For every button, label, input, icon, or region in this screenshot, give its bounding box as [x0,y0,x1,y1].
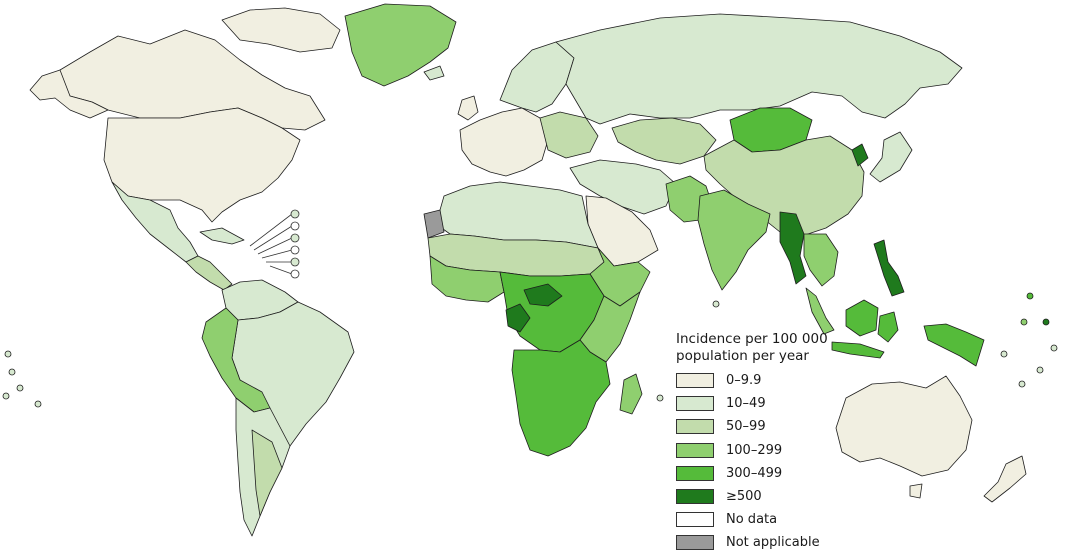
caribbean-callouts [249,209,300,279]
region-indian-ocean-island [656,394,664,402]
region-pacific-island-11 [1036,366,1044,374]
legend-swatch [676,465,714,481]
region-pacific-island-6 [1026,292,1034,300]
region-philippines [873,239,905,297]
legend-label: 10–49 [726,396,766,412]
legend-label: 50–99 [726,419,766,435]
legend-title-line2: population per year [676,348,809,364]
region-pacific-island-1 [4,350,12,358]
legend-label: No data [726,512,778,528]
region-java [831,341,885,359]
region-pacific-island-4 [2,392,10,400]
region-se-asia [803,233,839,287]
region-caribbean [199,227,245,245]
region-scandinavia [499,41,575,113]
legend-title-line1: Incidence per 100 000 [676,331,828,347]
legend-label: 0–9.9 [726,373,762,389]
legend-label: ≥500 [726,489,762,505]
region-uk [457,95,479,121]
region-gabon-cameroon [505,303,531,333]
region-central-asia [611,117,717,165]
legend-item: No data [676,508,906,531]
legend-swatch [676,512,714,528]
region-western-europe [459,107,549,177]
legend-label: Not applicable [726,535,820,551]
region-turkey-iran [569,159,677,215]
region-madagascar [619,373,643,415]
region-iceland [423,65,445,81]
region-pacific-island-10 [1000,350,1008,358]
region-pacific-island-12 [1018,380,1026,388]
region-central-america [185,255,233,291]
region-pacific-island-9 [1050,344,1058,352]
legend-swatch [676,373,714,389]
region-car [523,283,563,307]
legend-item: ≥500 [676,485,906,508]
region-argentina [251,429,283,517]
legend-item: 10–49 [676,392,906,415]
legend-title: Incidence per 100 000 population per yea… [676,331,906,365]
legend-item: 300–499 [676,462,906,485]
legend-swatch [676,396,714,412]
region-north-korea [851,143,869,167]
region-alaska [29,69,109,119]
legend-swatch [676,535,714,551]
region-malay-peninsula [805,287,835,335]
region-sulawesi [877,311,899,343]
region-western-sahara [423,209,445,239]
region-atlantic-island [712,300,720,308]
region-arctic-islands [221,7,341,53]
region-tasmania [909,483,923,499]
region-new-zealand [983,455,1027,503]
region-pacific-island-5 [34,400,42,408]
legend-item: Not applicable [676,531,906,554]
legend-item: 100–299 [676,439,906,462]
legend-item: 0–9.9 [676,369,906,392]
region-pacific-island-3 [16,384,24,392]
region-borneo [845,299,879,337]
region-russia [555,13,963,125]
region-japan [869,131,913,183]
region-pacific-island-7 [1042,318,1050,326]
region-greenland [344,3,457,87]
region-myanmar [779,211,807,285]
legend-rows: 0–9.9 10–49 50–99 100–299 300–499 ≥500 No data… [676,369,906,555]
legend-label: 300–499 [726,465,783,481]
legend-swatch [676,419,714,435]
region-pacific-island-8 [1020,318,1028,326]
legend-swatch [676,489,714,505]
region-india [697,189,771,291]
region-pacific-island-2 [8,368,16,376]
legend-label: 100–299 [726,442,783,458]
region-australia [835,375,973,477]
region-west-africa [429,255,505,303]
legend-swatch [676,442,714,458]
region-new-guinea [923,323,985,367]
legend-item: 50–99 [676,415,906,438]
legend: Incidence per 100 000 population per yea… [676,331,906,555]
region-southern-africa [511,339,611,457]
region-eastern-europe [539,111,599,159]
